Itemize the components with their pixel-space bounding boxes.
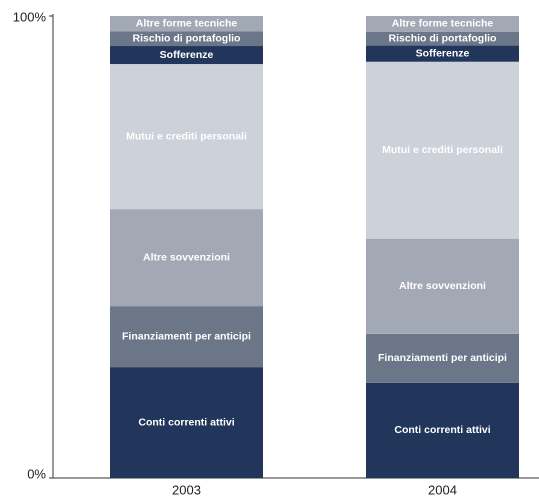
bar-segment [110,16,263,32]
bar-segment [366,16,519,32]
segment-label: Altre forme tecniche [136,17,238,29]
y-tick-label: 0% [27,466,46,481]
y-tick-label: 100% [13,9,47,24]
bar-segment [366,238,519,334]
segment-label: Finanziamenti per anticipi [122,330,251,342]
bar-segment [110,367,263,478]
x-tick-label: 2004 [428,482,457,497]
segment-label: Rischio di portafoglio [133,32,241,44]
bar-segment [366,61,519,239]
segment-label: Sofferenze [160,49,214,61]
segment-label: Altre sovvenzioni [143,251,230,263]
segment-label: Conti correnti attivi [394,424,490,436]
bar-segment [110,31,263,47]
segment-label: Mutui e crediti personali [126,130,247,142]
segment-label: Rischio di portafoglio [389,32,497,44]
segment-label: Altre sovvenzioni [399,280,486,292]
x-tick-label: 2003 [172,482,201,497]
segment-label: Mutui e crediti personali [382,144,503,156]
bar-segment [366,382,519,478]
segment-label: Altre forme tecniche [392,18,494,30]
segment-label: Conti correnti attivi [138,416,234,428]
bar-segment [110,306,263,368]
bar-segment [110,46,263,65]
bar-segment [366,31,519,46]
bar-segment [110,64,263,210]
segment-label: Finanziamenti per anticipi [378,352,507,364]
segment-label: Sofferenze [416,47,470,59]
bar-segment [110,209,263,307]
bar-segment [366,333,519,383]
bar-segment [366,45,519,62]
